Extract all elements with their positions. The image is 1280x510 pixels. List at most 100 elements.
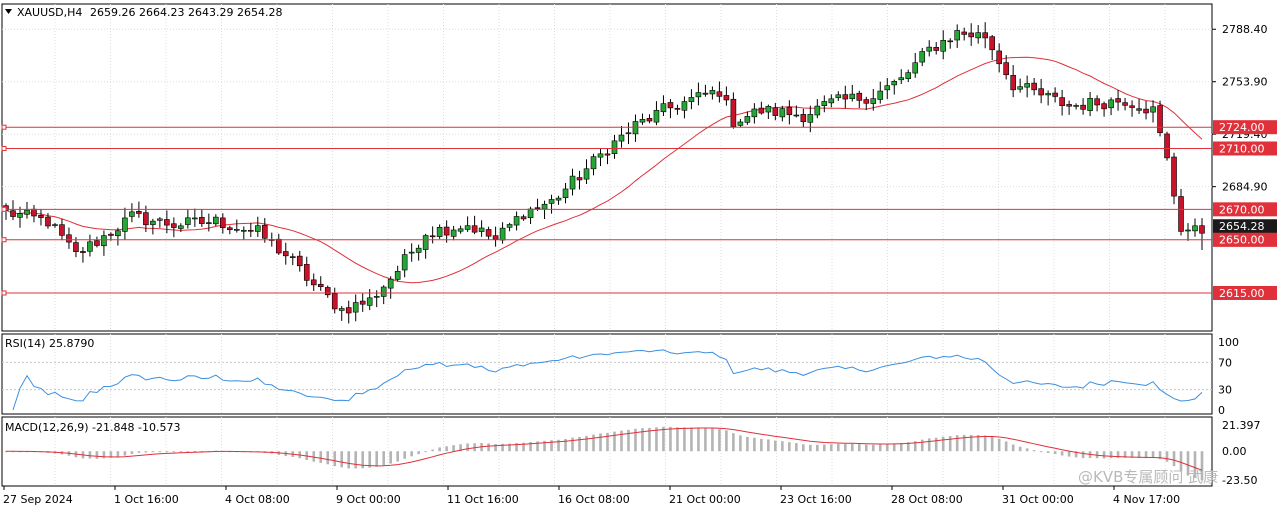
macd-histogram-bar	[662, 426, 665, 452]
price-axis-label: 2788.40	[1222, 23, 1268, 36]
candle-body	[408, 251, 415, 254]
macd-histogram-bar	[1137, 451, 1141, 458]
macd-histogram-bar	[501, 443, 504, 452]
macd-histogram-bar	[843, 443, 847, 452]
macd-histogram-bar	[515, 442, 518, 452]
candle-body	[171, 223, 177, 228]
candle-body	[646, 117, 653, 122]
candle-body	[926, 46, 933, 52]
candle-body	[1017, 86, 1023, 90]
candle-body	[59, 224, 65, 236]
candle-body	[982, 32, 988, 39]
candle-body	[940, 40, 947, 52]
candle-body	[877, 90, 884, 100]
macd-histogram-bar	[1158, 451, 1162, 460]
macd-histogram-bar	[1025, 448, 1029, 452]
candle-body	[618, 134, 625, 142]
candle-body	[674, 107, 681, 110]
candle-body	[234, 229, 240, 231]
macd-histogram-bar	[165, 451, 169, 453]
macd-histogram-bar	[774, 440, 777, 452]
macd-histogram-bar	[1102, 451, 1106, 459]
candle-body	[1157, 105, 1163, 133]
candle-body	[730, 98, 737, 128]
candle-body	[471, 225, 478, 233]
candle-body	[709, 90, 716, 95]
candle-body	[597, 153, 604, 158]
candle-body	[1115, 98, 1121, 103]
macd-histogram-bar	[809, 444, 812, 452]
candle-body	[247, 229, 254, 232]
candle-body	[122, 217, 128, 232]
time-axis-label: 31 Oct 00:00	[1002, 493, 1074, 506]
macd-histogram-bar	[424, 451, 427, 453]
macd-histogram-bar	[704, 427, 707, 452]
macd-histogram-bar	[550, 440, 553, 452]
time-axis-label: 27 Sep 2024	[3, 493, 73, 506]
candle-body	[814, 105, 821, 116]
macd-histogram-bar	[578, 437, 581, 452]
candle-body	[359, 300, 366, 305]
candle-body	[653, 109, 660, 123]
macd-histogram-bar	[927, 438, 931, 452]
candle-body	[1122, 102, 1128, 106]
macd-histogram-bar	[599, 433, 602, 452]
macd-histogram-bar	[788, 442, 791, 452]
candle-body	[625, 132, 632, 135]
candle-body	[898, 77, 905, 81]
macd-histogram-bar	[1165, 451, 1169, 462]
candle-body	[1045, 93, 1051, 96]
candle-body	[261, 224, 268, 239]
candle-body	[667, 102, 674, 109]
macd-histogram-bar	[494, 444, 497, 452]
macd-histogram-bar	[508, 443, 511, 452]
macd-histogram-bar	[1081, 451, 1085, 459]
candle-body	[415, 247, 422, 253]
candle-body	[1038, 88, 1044, 96]
macd-histogram-bar	[697, 427, 700, 452]
macd-histogram-bar	[676, 427, 679, 452]
macd-histogram-bar	[333, 451, 337, 467]
candle-body	[954, 30, 961, 41]
macd-histogram-bar	[690, 427, 693, 452]
macd-histogram-bar	[641, 428, 644, 452]
macd-histogram-bar	[1018, 446, 1022, 452]
candle-body	[737, 121, 744, 126]
price-level-handle	[1, 290, 7, 296]
price-axis-label: 2753.90	[1222, 76, 1268, 89]
candle-body	[513, 216, 520, 226]
macd-histogram-bar	[906, 442, 910, 452]
macd-histogram-bar	[557, 439, 560, 452]
macd-histogram-bar	[382, 451, 385, 466]
rsi-axis-label: 0	[1218, 404, 1225, 417]
candle-body	[919, 51, 926, 63]
candle-body	[611, 140, 618, 155]
candle-body	[723, 95, 730, 101]
last-price-tag	[1213, 219, 1277, 234]
macd-histogram-bar	[983, 435, 987, 452]
macd-histogram-bar	[1109, 451, 1113, 459]
macd-histogram-bar	[396, 451, 399, 462]
candle-body	[31, 208, 37, 217]
rsi-axis-label: 100	[1218, 336, 1239, 349]
price-axis-label: 2684.90	[1222, 181, 1268, 194]
candle-body	[891, 81, 898, 86]
macd-histogram-bar	[990, 436, 994, 452]
macd-histogram-bar	[158, 451, 162, 453]
macd-histogram-bar	[669, 426, 672, 452]
macd-histogram-bar	[823, 444, 826, 452]
candle-body	[695, 92, 702, 98]
candle-body	[758, 107, 765, 114]
macd-histogram-bar	[326, 451, 330, 465]
macd-histogram-bar	[753, 437, 756, 452]
macd-histogram-bar	[109, 451, 113, 458]
candle-body	[80, 251, 86, 253]
macd-histogram-bar	[375, 451, 378, 467]
candle-body	[429, 235, 436, 238]
macd-histogram-bar	[850, 443, 854, 452]
symbol-ohlc: 2659.26 2664.23 2643.29 2654.28	[90, 6, 282, 19]
macd-histogram-bar	[955, 435, 959, 452]
macd-histogram-bar	[899, 442, 903, 452]
